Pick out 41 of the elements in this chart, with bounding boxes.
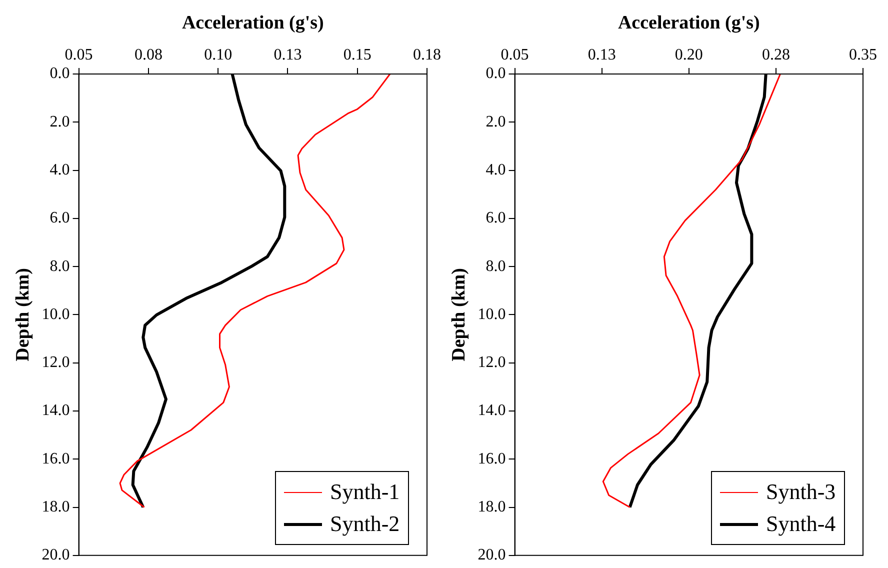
legend-label: Synth-2 (330, 511, 400, 538)
x-tick-label: 0.20 (674, 46, 703, 64)
x-tick-label: 0.13 (588, 46, 616, 64)
y-tick-label: 20.0 (478, 546, 506, 564)
y-tick-label: 6.0 (50, 210, 70, 227)
y-tick-label: 16.0 (478, 450, 506, 468)
y-tick-label: 14.0 (478, 402, 506, 420)
y-tick-label: 16.0 (42, 450, 70, 468)
y-tick-label: 8.0 (50, 258, 70, 275)
y-tick-label: 0.0 (50, 65, 70, 82)
y-axis-title: Depth (km) (448, 268, 470, 362)
y-tick-label: 14.0 (42, 402, 70, 420)
legend-label: Synth-1 (330, 479, 400, 506)
y-tick-label: 18.0 (42, 498, 70, 516)
y-tick-label: 2.0 (486, 113, 506, 130)
y-axis-title: Depth (km) (12, 268, 34, 362)
y-tick-label: 8.0 (486, 258, 506, 275)
y-tick-label: 0.0 (486, 65, 506, 82)
y-tick-label: 4.0 (50, 161, 70, 178)
y-tick-label: 18.0 (478, 498, 506, 516)
x-tick-label: 0.10 (204, 46, 232, 64)
x-tick-label: 0.18 (413, 46, 441, 64)
x-tick-label: 0.05 (64, 46, 93, 64)
y-tick-label: 4.0 (486, 161, 506, 178)
y-tick-label: 6.0 (486, 210, 506, 227)
x-tick-label: 0.15 (343, 46, 372, 64)
x-tick-label: 0.28 (762, 46, 790, 64)
y-tick-label: 2.0 (50, 113, 70, 130)
x-axis-title: Acceleration (g's) (618, 12, 760, 34)
y-tick-label: 10.0 (42, 306, 70, 323)
legend-label: Synth-4 (766, 511, 836, 538)
y-tick-label: 12.0 (478, 354, 506, 372)
y-tick-label: 20.0 (42, 546, 70, 564)
legend-label: Synth-3 (766, 479, 836, 506)
x-tick-label: 0.13 (274, 46, 302, 64)
x-tick-label: 0.35 (849, 46, 877, 64)
y-tick-label: 10.0 (478, 306, 506, 323)
x-tick-label: 0.08 (134, 46, 162, 64)
x-axis-title: Acceleration (g's) (182, 12, 324, 34)
y-tick-label: 12.0 (42, 354, 70, 372)
x-tick-label: 0.05 (500, 46, 529, 64)
